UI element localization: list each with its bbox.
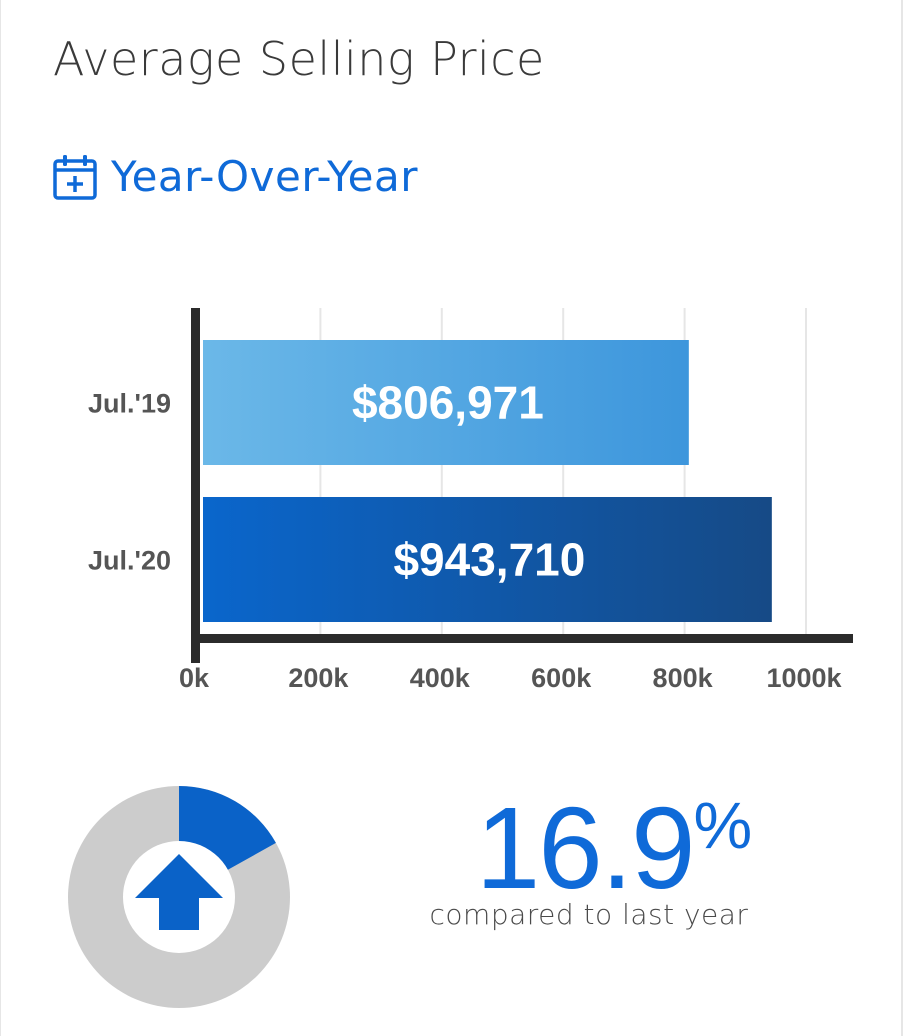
x-tick-label: 1000k — [766, 663, 842, 693]
bar — [203, 497, 772, 622]
bar — [203, 340, 689, 465]
x-axis-line — [191, 634, 853, 643]
percent-sign: % — [693, 788, 753, 862]
x-tick-label: 800k — [653, 663, 714, 693]
bar-chart: $806,971 Jul.'19 $943,710 Jul.'20 0k 200k 400k… — [88, 308, 853, 693]
bar-value-label: $943,710 — [393, 534, 585, 586]
change-percentage: 16.9% — [463, 790, 763, 906]
arrow-up-icon — [135, 854, 223, 930]
x-tick-label: 600k — [531, 663, 592, 693]
category-label: Jul.'20 — [88, 546, 171, 576]
x-tick-label: 400k — [410, 663, 471, 693]
chart-subtitle: Year-Over-Year — [111, 152, 418, 201]
subtitle-row: Year-Over-Year — [53, 152, 418, 201]
x-tick-label: 0k — [179, 663, 210, 693]
category-label: Jul.'19 — [88, 389, 171, 419]
change-value: 16.9 — [475, 783, 696, 913]
change-donut — [68, 786, 290, 1008]
bar-value-label: $806,971 — [352, 377, 544, 429]
change-caption: compared to last year — [429, 898, 749, 931]
calendar-plus-icon — [53, 154, 97, 200]
x-tick-label: 200k — [288, 663, 349, 693]
y-axis-line — [191, 308, 200, 663]
card-title: Average Selling Price — [53, 32, 545, 86]
